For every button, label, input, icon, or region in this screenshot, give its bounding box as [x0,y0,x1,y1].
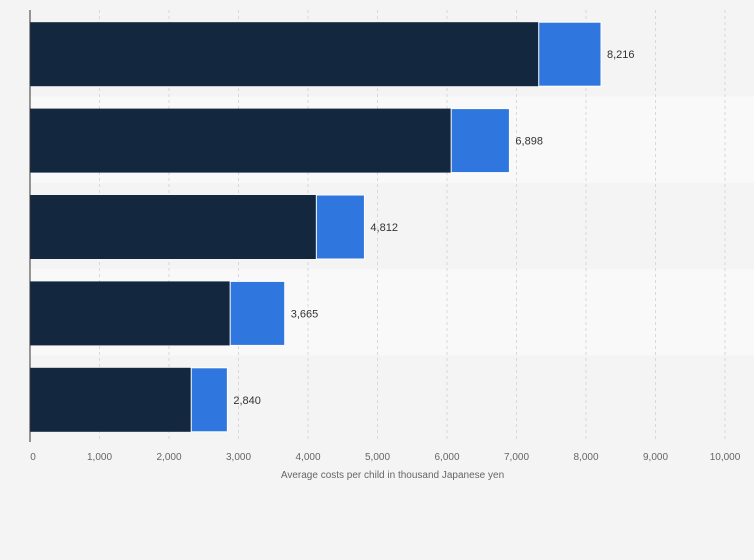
bar-segment-1 [30,195,317,259]
total-label: 3,665 [291,308,319,320]
total-labels: 8,216 6,898 4,812 3,665 2,840 [233,49,634,407]
bar-segment-2 [315,194,365,260]
total-label: 8,216 [607,49,635,61]
x-tick-label: 1,000 [87,452,112,463]
x-tick-label: 7,000 [504,452,529,463]
x-tick-label: 6,000 [434,452,459,463]
bar-segment-2 [229,280,286,346]
bar-segment-2 [190,367,228,433]
x-tick-label: 9,000 [643,452,668,463]
x-tick-label: 4,000 [295,452,320,463]
bar-segment-2 [538,21,602,87]
x-tick-label: 0 [30,452,36,463]
x-axis-ticks: 0 1,000 2,000 3,000 4,000 5,000 6,000 7,000 8,00… [30,452,741,463]
bar-segment-1 [30,22,539,87]
x-tick-label: 8,000 [573,452,598,463]
bar-segment-1 [30,108,452,173]
x-tick-label: 10,000 [710,452,741,463]
bar-segment-1 [30,281,231,346]
x-axis-title: Average costs per child in thousand Japa… [281,470,504,481]
bar-segment-2 [450,108,510,174]
x-tick-label: 3,000 [226,452,251,463]
total-label: 4,812 [370,222,398,234]
x-tick-label: 2,000 [156,452,181,463]
x-tick-label: 5,000 [365,452,390,463]
bar-segment-1 [30,367,192,432]
total-label: 2,840 [233,395,261,407]
total-label: 6,898 [515,136,543,148]
bars [30,21,602,433]
